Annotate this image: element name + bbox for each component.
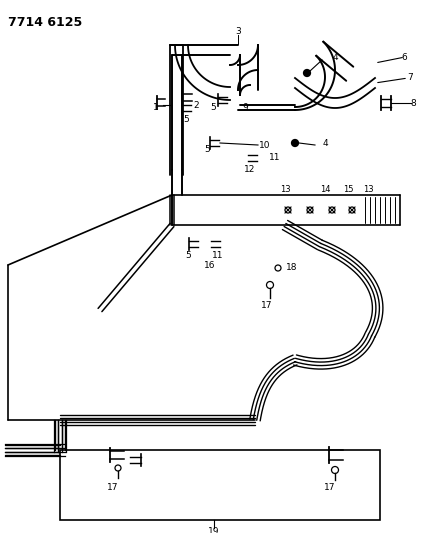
Text: 17: 17 [261, 301, 273, 310]
Text: 15: 15 [343, 184, 353, 193]
Text: 19: 19 [208, 528, 220, 533]
Text: 17: 17 [324, 483, 336, 492]
Text: 14: 14 [320, 184, 330, 193]
Text: 13: 13 [363, 184, 373, 193]
Text: 17: 17 [107, 482, 119, 491]
Text: 2: 2 [193, 101, 199, 109]
Text: 16: 16 [204, 261, 216, 270]
Text: 1: 1 [153, 103, 159, 112]
Text: 5: 5 [185, 251, 191, 260]
Text: 5: 5 [210, 103, 216, 112]
Text: 13: 13 [279, 184, 290, 193]
Text: 7714 6125: 7714 6125 [8, 16, 82, 29]
Text: 11: 11 [212, 251, 224, 260]
Text: 6: 6 [401, 52, 407, 61]
Text: 11: 11 [269, 154, 281, 163]
Text: 3: 3 [235, 28, 241, 36]
Text: 12: 12 [244, 166, 256, 174]
Text: 18: 18 [286, 263, 298, 272]
Text: 9: 9 [242, 103, 248, 112]
Bar [60, 450, 380, 520]
Text: 4: 4 [322, 139, 328, 148]
Circle shape [291, 140, 298, 147]
Text: 5: 5 [183, 116, 189, 125]
Text: 10: 10 [259, 141, 271, 149]
Text: 8: 8 [410, 99, 416, 108]
Text: 4: 4 [332, 52, 338, 61]
Text: 7: 7 [407, 74, 413, 83]
Text: 5: 5 [204, 146, 210, 155]
Circle shape [303, 69, 310, 77]
